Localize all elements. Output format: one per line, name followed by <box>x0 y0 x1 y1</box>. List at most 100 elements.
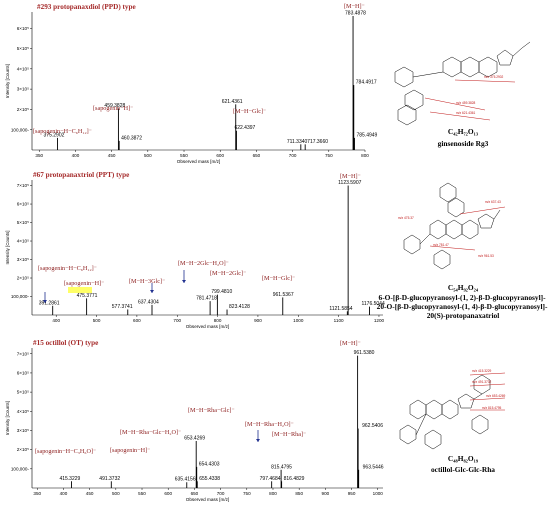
ot-ann-m-h-rha-glc-h2o: [M−H−Rha−Glc−H₂O]⁻ <box>120 429 181 436</box>
panel-ppd: #293 protopanaxdiol (PPD) type 350 400 450… <box>5 3 378 164</box>
ot-formula: C₄₈H₈₂O₁₉ <box>448 454 479 463</box>
ppd-ann-m-h: [M−H]⁻ <box>344 3 365 10</box>
x-tick-label: 600 <box>216 153 224 158</box>
peak-label: 655.4338 <box>199 476 220 482</box>
y-tick-label: 7×10⁵ <box>17 183 29 188</box>
x-axis-title: Observed mass [m/z] <box>177 159 220 164</box>
peak-label: 785.4949 <box>356 132 377 138</box>
rg3-formula: C₄₂H₇₂O₁₃ <box>448 127 479 136</box>
y-tick-label: 4×10⁵ <box>17 409 29 414</box>
peak-label: 415.3229 <box>59 476 80 482</box>
ppt-label-475: m/z 475.37 <box>398 216 414 220</box>
ppd-ann-m-h-glc: [M−H−Glc]⁻ <box>233 108 266 115</box>
ppt-formula: C₅₄H₉₂O₂₄ <box>448 283 479 292</box>
x-tick-label: 500 <box>93 318 101 323</box>
ppt-label-961: m/z 961.53 <box>478 254 494 258</box>
rg3-label-459: m/z 459.3828 <box>456 101 476 105</box>
y-tick-label: 3×10⁵ <box>17 257 29 262</box>
peak-label: 816.4829 <box>284 476 305 482</box>
x-tick-label: 800 <box>361 153 369 158</box>
y-tick-label: 7×10⁵ <box>17 351 29 356</box>
x-tick-label: 800 <box>269 491 277 496</box>
panel-ppt-axes: 400 500 600 700 800 900 1000 1100 1200 Observed m… <box>5 180 385 329</box>
ot-name: octillol-Glc-Glc-Rha <box>431 465 495 474</box>
ot-ann-sapogenin-c3h6o: [sapogenin−H−C₃H₆O]⁻ <box>35 448 96 455</box>
ppt-ann-m-h: [M−H]⁻ <box>340 173 361 180</box>
x-tick-label: 700 <box>173 318 181 323</box>
highlight-box <box>68 287 92 293</box>
arrow-head <box>43 300 47 303</box>
arrow-head <box>182 280 186 283</box>
ot-label-491: m/z 491.3732 <box>472 380 492 384</box>
ot-ann-m-h-rha-h2o: [M−H−Rha−H₂O]⁻ <box>245 421 294 428</box>
x-tick-label: 450 <box>86 491 94 496</box>
ot-ann-m-h-rha-glc: [M−H−Rha−Glc]⁻ <box>188 407 235 414</box>
y-axis-title: Intensity [Counts] <box>5 64 10 98</box>
x-tick-label: 650 <box>253 153 261 158</box>
panel-ppt-title: #67 protopanaxtriol (PPT) type <box>33 171 129 179</box>
y-axis-title: Intensity [Counts] <box>5 401 10 435</box>
ppt-label-781: m/z 781.47 <box>433 243 449 247</box>
y-tick-label: 100,000- <box>11 294 30 299</box>
x-tick-label: 350 <box>35 153 43 158</box>
x-tick-label: 700 <box>289 153 297 158</box>
peak-label: 391.2861 <box>39 300 60 306</box>
ppt-label-637: m/z 637.43 <box>485 200 501 204</box>
x-tick-label: 900 <box>254 318 262 323</box>
y-tick-label: 4×10⁵ <box>17 66 29 71</box>
panel-ot-axes: 350 400 450 500 550 600 650 700 750 800 850 900 950 1… <box>5 348 383 502</box>
x-tick-label: 750 <box>243 491 251 496</box>
panel-ot: #15 octillol (OT) type 350 400 450 500 550 60… <box>5 339 384 502</box>
x-tick-label: 1000 <box>373 491 384 496</box>
ppt-ann-m-h-2glc-h2o: [M−H−2Glc−H₂O]⁻ <box>178 260 229 267</box>
ppt-name-line-2: 20-O-[β-D-glucopyranosyl-(1, 4)-β-D-gluc… <box>377 302 548 311</box>
ot-label-415: m/z 415.3229 <box>472 369 492 373</box>
peak-label: 1121.5854 <box>329 306 352 312</box>
peak-label: 621.4361 <box>222 99 243 105</box>
x-tick-label: 600 <box>133 318 141 323</box>
x-tick-label: 400 <box>72 153 80 158</box>
rg3-name: ginsenoside Rg3 <box>438 139 489 148</box>
peak-label: 711.3340 <box>287 139 308 145</box>
y-tick-label: 100,000- <box>11 466 30 471</box>
structure-ppt-labels: m/z 475.37 m/z 637.43 m/z 781.47 m/z 961… <box>398 200 506 258</box>
x-tick-label: 900 <box>322 491 330 496</box>
panel-ppd-axes: 350 400 450 500 550 600 650 700 750 800 Observed m… <box>5 12 369 164</box>
y-tick-label: 6×10⁵ <box>17 202 29 207</box>
peak-label: 1176.5044 <box>361 301 384 307</box>
ppt-name-line-3: 20(S)-protopanaxatriol <box>427 311 500 320</box>
ppt-name-line-1: 6-O-[β-D-glucopyranosyl-(1, 2)-β-D-gluco… <box>379 293 547 302</box>
y-tick-label: 2×10⁵ <box>17 447 29 452</box>
panel-ppd-title: #293 protopanaxdiol (PPD) type <box>37 3 136 11</box>
y-tick-label: 2×10⁵ <box>17 107 29 112</box>
y-axis-title: Intensity [Counts] <box>5 231 10 265</box>
x-tick-label: 800 <box>214 318 222 323</box>
peak-label: 460.3872 <box>121 135 142 141</box>
y-tick-label: 6×10⁵ <box>17 371 29 376</box>
peak-label: 797.4684 <box>260 476 281 482</box>
x-axis-title: Observed mass [m/z] <box>186 497 229 502</box>
panel-ppt: #67 protopanaxtriol (PPT) type 400 500 600… <box>5 171 385 329</box>
peak-label: 637.4304 <box>138 299 159 305</box>
ot-label-653: m/z 653.4269 <box>486 394 506 398</box>
peak-label: 375.2902 <box>44 132 65 138</box>
ppt-ann-m-h-3glc: [M−H−3Glc]⁻ <box>129 278 165 285</box>
panel-ot-title: #15 octillol (OT) type <box>33 339 98 347</box>
peak-label: 783.4878 <box>345 11 366 17</box>
ppd-ann-sapogenin: [sapogenin−H]⁻ <box>93 105 133 112</box>
ppd-ann-sapogenin-c6h12: [sapogenin−H−C₆H₁₂]⁻ <box>33 128 92 135</box>
peak-label: 635.4156 <box>175 477 196 483</box>
peak-label: 961.5367 <box>273 292 294 298</box>
peak-label: 963.5446 <box>363 464 384 470</box>
x-tick-label: 350 <box>33 491 41 496</box>
structure-ppt <box>403 182 501 270</box>
peak-label: 653.4269 <box>184 436 205 442</box>
peak-label: 577.3741 <box>112 304 133 310</box>
peak-label: 784.4917 <box>356 80 377 86</box>
x-tick-label: 650 <box>191 491 199 496</box>
ppt-ann-m-h-glc: [M−H−Glc]⁻ <box>262 275 295 282</box>
peak-label: 459.3828 <box>104 103 125 109</box>
y-tick-label: 5×10⁵ <box>17 220 29 225</box>
arrow-head <box>256 439 260 442</box>
